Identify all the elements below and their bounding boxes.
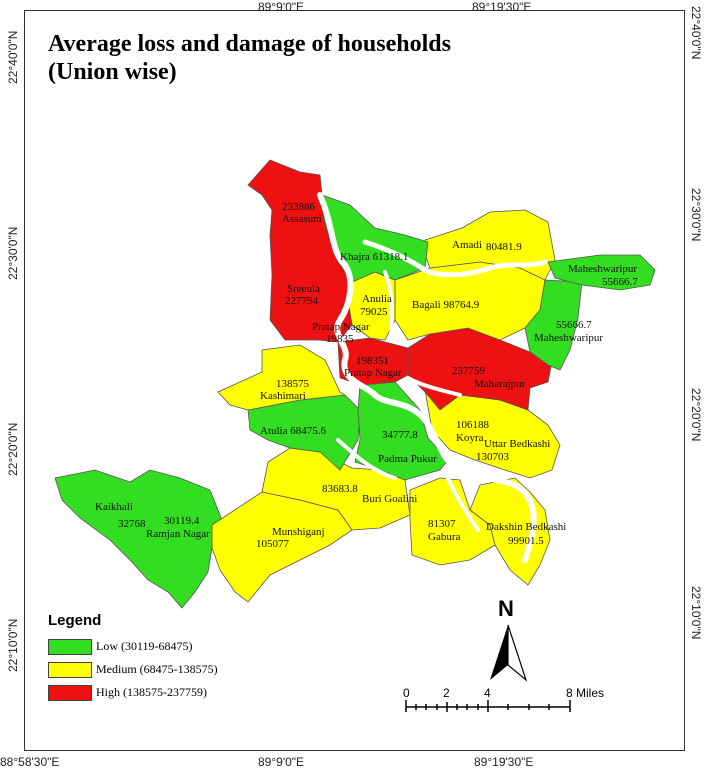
label-assasuni-value: 233886 [282,201,316,213]
union-assasuni[interactable] [247,159,353,343]
label-gabura-value: 81307 [428,518,456,530]
legend-item-medium: Medium (68475-138575) [48,658,218,681]
label-ramjan-nagar-name: Ramjan Nagar [146,528,210,540]
label-sreeula-name: Sreeula [287,283,320,295]
label-pratap-nagar-lower-name: Pratap Nagar [344,367,402,379]
union-kaikhali[interactable] [54,469,223,609]
scale-bar [405,700,571,712]
label-maheshwaripur-upper-name: Maheshwaripur [568,263,637,275]
label-padma-pukur-name: Padma Pukur [378,453,437,465]
union-maheshwaripur-lower[interactable] [524,279,583,371]
label-munshiganj-name: Munshiganj [272,526,325,538]
label-pratap-nagar-upper-value: 19835 [326,333,354,345]
legend-swatch-medium [48,661,92,678]
label-kaikhali-name: Kaikhali [95,501,133,513]
label-pratap-nagar-upper-name: Pratap Nagar [312,321,370,333]
label-uttar-bedkashi-value: 130703 [476,451,510,463]
legend: Legend Low (30119-68475) Medium (68475-1… [48,612,218,704]
label-amadi-value: 80481.9 [486,241,522,253]
legend-item-low: Low (30119-68475) [48,635,218,658]
legend-swatch-high [48,684,92,701]
label-gabura-name: Gabura [428,531,460,543]
tick-top-2: 89°19'30"E [472,0,532,14]
tick-top-1: 89°9'0"E [258,0,305,14]
label-pratap-nagar-lower-value: 198351 [356,355,389,367]
label-atulia: Atulia 68475.6 [260,425,326,437]
map-frame [24,10,685,751]
label-sreeula-value: 227794 [285,295,319,307]
legend-swatch-low [48,638,92,655]
label-ramjan-nagar-value: 30119.4 [164,515,200,527]
label-assasuni-name: Assasuni [282,213,322,225]
label-dakshin-bedkashi-name: Dakshin Bedkashi [486,521,566,533]
label-maheshwaripur-upper-value: 55666.7 [602,276,638,288]
label-khajra: Khajra 61318.1 [340,251,408,263]
scale-label-8: 8 Miles [566,686,605,700]
map-title: Average loss and damage of households (U… [48,31,451,85]
label-kashimari-name: Kashimari [260,390,306,402]
scale-label-2: 2 [443,686,450,700]
label-koyra-value: 106188 [456,419,490,431]
union-maheshwaripur-upper[interactable] [547,254,656,291]
north-label: N [498,596,514,621]
label-maheshwaripur-lower-value: 55666.7 [556,319,592,331]
label-koyra-name: Koyra [456,432,484,444]
label-kaikhali-value: 32768 [118,518,146,530]
label-dakshin-bedkashi-value: 99901.5 [508,535,544,547]
label-anulia-value: 79025 [360,306,388,318]
tick-bottom-1: 88°58'30"E [0,755,60,769]
scale-label-4: 4 [484,686,491,700]
union-pratap-nagar-lower[interactable] [337,337,409,386]
legend-label-high: High (138575-237759) [96,685,207,699]
label-kashimari-value: 138575 [276,378,310,390]
label-buri-goalini-value: 83683.8 [322,483,358,495]
label-maheshwaripur-lower-name: Maheshwaripur [534,332,603,344]
label-uttar-bedkashi-name: Uttar Bedkashi [484,438,550,450]
label-anulia-name: Anulia [362,293,392,305]
label-maharajpur-value: 237759 [452,365,486,377]
legend-title: Legend [48,612,102,629]
label-munshiganj-value: 105077 [256,538,290,550]
label-maharajpur-name: Maharajpur [474,378,526,390]
label-padma-pukur-value: 34777.8 [382,429,418,441]
label-bagali: Bagali 98764.9 [412,299,480,311]
legend-item-high: High (138575-237759) [48,681,218,704]
tick-bottom-3: 89°19'30"E [474,755,534,769]
scale-label-0: 0 [403,686,410,700]
legend-label-low: Low (30119-68475) [96,639,193,653]
label-amadi-name: Amadi [452,239,482,251]
union-kashimari[interactable] [217,344,347,411]
label-buri-goalini-name: Buri Goalini [362,493,417,505]
tick-bottom-2: 89°9'0"E [258,755,305,769]
north-arrow-icon [490,624,528,682]
legend-label-medium: Medium (68475-138575) [96,662,218,676]
union-padma-pukur[interactable] [354,381,449,481]
